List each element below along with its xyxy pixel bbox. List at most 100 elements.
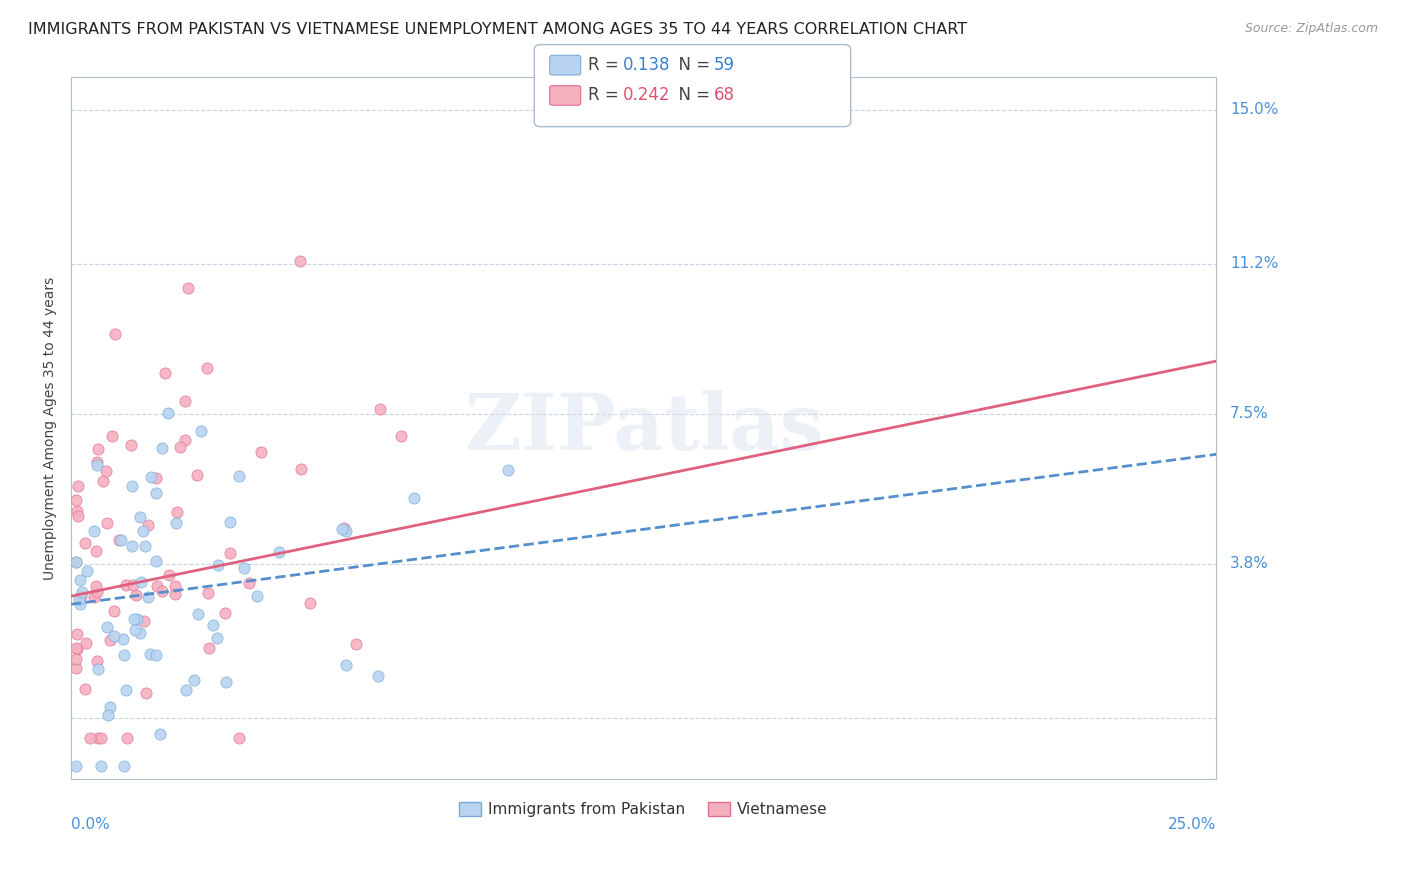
Text: 11.2%: 11.2% [1230,256,1278,271]
Vietnamese [214,607,236,621]
Vietnamese [115,578,138,592]
Vietnamese [121,578,143,592]
Immigrants from Pakistan [129,626,152,640]
Vietnamese [83,590,105,604]
Vietnamese [96,464,118,478]
Vietnamese [249,445,271,459]
Immigrants from Pakistan [112,759,135,773]
Text: 0.242: 0.242 [623,87,671,104]
Vietnamese [174,393,197,408]
Vietnamese [93,474,115,488]
Vietnamese [103,604,125,618]
Immigrants from Pakistan [496,463,519,477]
Immigrants from Pakistan [121,478,143,492]
Vietnamese [344,637,367,651]
Vietnamese [135,686,157,700]
Vietnamese [107,533,129,547]
Immigrants from Pakistan [157,406,180,420]
Vietnamese [389,429,412,443]
Immigrants from Pakistan [67,592,90,607]
Text: 68: 68 [714,87,735,104]
Vietnamese [65,504,87,518]
Vietnamese [66,508,89,523]
Immigrants from Pakistan [205,631,228,645]
Text: Source: ZipAtlas.com: Source: ZipAtlas.com [1244,22,1378,36]
Vietnamese [333,521,356,535]
Vietnamese [84,544,107,558]
Immigrants from Pakistan [145,485,167,500]
Immigrants from Pakistan [150,442,173,456]
Vietnamese [197,640,219,655]
Immigrants from Pakistan [246,589,269,603]
Text: 59: 59 [714,56,735,74]
Immigrants from Pakistan [165,516,187,530]
Legend: Immigrants from Pakistan, Vietnamese: Immigrants from Pakistan, Vietnamese [453,797,834,823]
Immigrants from Pakistan [103,629,125,643]
Immigrants from Pakistan [134,540,156,554]
Immigrants from Pakistan [207,558,229,573]
Immigrants from Pakistan [136,590,159,604]
Text: 0.0%: 0.0% [72,817,110,832]
Vietnamese [98,633,121,648]
Immigrants from Pakistan [86,458,108,472]
Immigrants from Pakistan [228,469,250,483]
Vietnamese [153,366,176,380]
Immigrants from Pakistan [110,533,132,547]
Immigrants from Pakistan [115,683,138,698]
Immigrants from Pakistan [145,648,167,662]
Vietnamese [165,587,187,601]
Vietnamese [228,731,250,745]
Vietnamese [197,586,219,600]
Vietnamese [238,576,260,591]
Vietnamese [146,579,169,593]
Vietnamese [169,440,191,454]
Immigrants from Pakistan [96,620,118,634]
Vietnamese [165,579,187,593]
Vietnamese [66,627,89,641]
Immigrants from Pakistan [70,584,93,599]
Immigrants from Pakistan [112,648,135,663]
Vietnamese [125,588,148,602]
Immigrants from Pakistan [127,612,149,626]
Vietnamese [166,506,188,520]
Vietnamese [368,402,391,417]
Vietnamese [145,471,167,485]
Vietnamese [67,479,90,493]
Text: 7.5%: 7.5% [1230,406,1268,421]
Immigrants from Pakistan [219,516,242,530]
Immigrants from Pakistan [330,522,353,536]
Vietnamese [115,731,138,745]
Vietnamese [186,467,208,482]
Immigrants from Pakistan [131,574,153,589]
Vietnamese [290,461,312,475]
Immigrants from Pakistan [132,524,155,538]
Text: 0.138: 0.138 [623,56,671,74]
Vietnamese [73,682,96,697]
Vietnamese [79,731,101,745]
Immigrants from Pakistan [201,617,224,632]
Immigrants from Pakistan [139,648,162,662]
Vietnamese [100,428,122,442]
Vietnamese [157,567,180,582]
Vietnamese [65,660,87,674]
Vietnamese [87,442,110,457]
Text: R =: R = [588,87,624,104]
Vietnamese [298,596,321,610]
Immigrants from Pakistan [69,573,91,587]
Immigrants from Pakistan [269,545,291,559]
Immigrants from Pakistan [87,662,110,676]
Immigrants from Pakistan [335,658,357,673]
Immigrants from Pakistan [215,675,238,690]
Immigrants from Pakistan [97,708,120,723]
Vietnamese [75,536,97,550]
Vietnamese [66,641,89,656]
Text: N =: N = [668,56,716,74]
Vietnamese [104,327,127,342]
Vietnamese [86,584,108,599]
Vietnamese [120,438,142,452]
Vietnamese [177,281,200,295]
Immigrants from Pakistan [65,759,87,773]
Immigrants from Pakistan [124,623,146,637]
Text: R =: R = [588,56,624,74]
Vietnamese [75,636,97,650]
